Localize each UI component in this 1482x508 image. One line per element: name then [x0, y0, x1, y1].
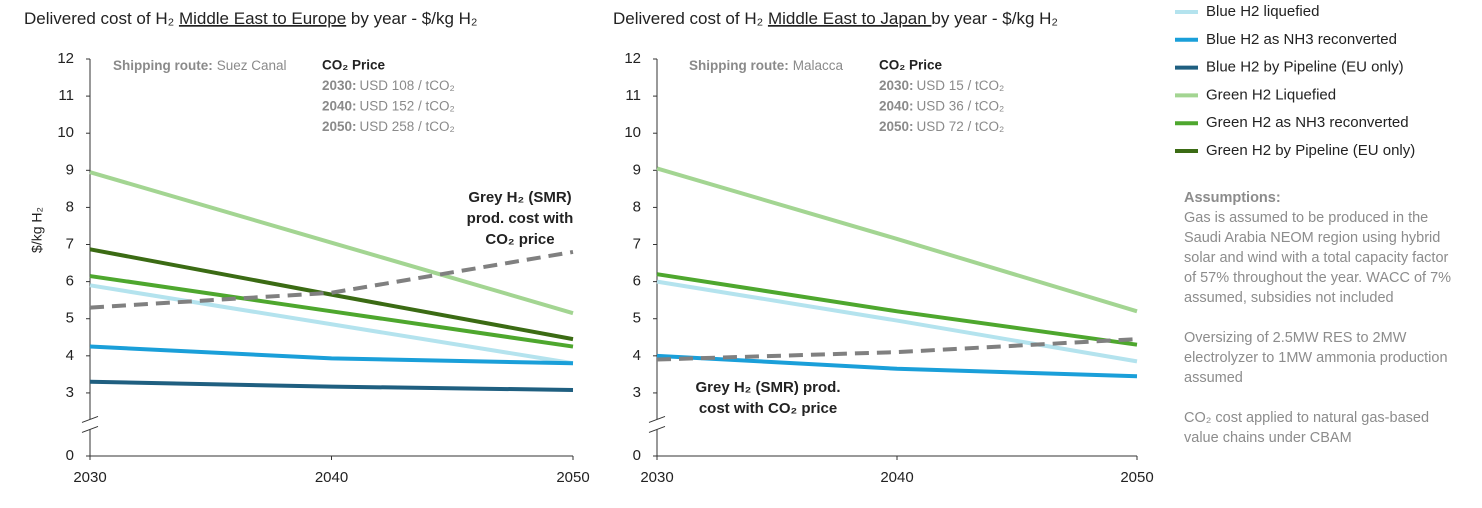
- reference-label: prod. cost with: [467, 210, 574, 227]
- title-part: Delivered cost of H₂: [24, 9, 179, 28]
- y-tick-label: 11: [58, 87, 74, 104]
- series-line: [656, 272, 1138, 347]
- y-axis-label: $/kg H₂: [29, 207, 45, 253]
- legend-label: Green H2 as NH3 reconverted: [1206, 114, 1409, 131]
- co2-year: 2050:: [879, 119, 914, 134]
- chart-title: Delivered cost of H₂ Middle East to Japa…: [613, 9, 1058, 28]
- y-tick-label: 4: [633, 347, 641, 364]
- shipping-value: Malacca: [793, 58, 844, 73]
- co2-year: 2040:: [879, 98, 914, 113]
- series-line: [89, 170, 574, 316]
- co2-row: 2050: USD 72 / tCO₂: [879, 119, 1004, 134]
- reference-line: [89, 249, 574, 310]
- y-tick-label: 0: [66, 447, 74, 464]
- axis-break: [81, 415, 99, 423]
- series-line: [656, 166, 1138, 314]
- y-tick-label: 10: [57, 124, 74, 141]
- co2-year: 2040:: [322, 98, 357, 113]
- y-tick-label: 5: [66, 310, 74, 327]
- series-line: [89, 344, 574, 366]
- title-part: Middle East to Japan: [768, 9, 931, 28]
- title-part: by year - $/kg H₂: [346, 9, 477, 28]
- x-tick-label: 2050: [1120, 469, 1153, 486]
- shipping-route: Shipping route: Malacca: [689, 58, 843, 73]
- x-tick-label: 2030: [640, 469, 673, 486]
- title-part: Delivered cost of H₂: [613, 9, 768, 28]
- legend-label: Blue H2 liquefied: [1206, 3, 1319, 20]
- y-tick-label: 3: [66, 384, 74, 401]
- legend-label: Blue H2 by Pipeline (EU only): [1206, 59, 1404, 76]
- title-part: by year - $/kg H₂: [931, 9, 1058, 28]
- series-line: [89, 247, 574, 342]
- co2-year: 2030:: [322, 78, 357, 93]
- co2-row: 2050: USD 258 / tCO₂: [322, 119, 455, 134]
- y-tick-label: 9: [66, 161, 74, 178]
- reference-label: Grey H₂ (SMR): [468, 189, 571, 206]
- y-tick-label: 11: [625, 87, 641, 104]
- series-line: [89, 379, 574, 392]
- y-tick-label: 8: [66, 198, 74, 215]
- y-tick-label: 3: [633, 384, 641, 401]
- axis-break: [648, 425, 666, 433]
- assumptions-title: Assumptions:: [1184, 190, 1281, 206]
- reference-line: [656, 337, 1138, 362]
- chart-title: Delivered cost of H₂ Middle East to Euro…: [24, 9, 478, 28]
- y-tick-label: 6: [633, 273, 641, 290]
- y-tick-label: 12: [624, 50, 641, 67]
- y-tick-label: 9: [633, 161, 641, 178]
- axis-break: [81, 425, 99, 433]
- y-tick-label: 8: [633, 198, 641, 215]
- co2-value: USD 72 / tCO₂: [917, 119, 1005, 134]
- assumptions: Assumptions: Gas is assumed to be produc…: [1184, 188, 1456, 468]
- co2-value: USD 258 / tCO₂: [360, 119, 455, 134]
- co2-value: USD 152 / tCO₂: [360, 98, 455, 113]
- x-tick-label: 2030: [73, 469, 106, 486]
- x-tick-label: 2040: [880, 469, 913, 486]
- co2-value: USD 15 / tCO₂: [917, 78, 1005, 93]
- reference-label: Grey H₂ (SMR) prod.: [695, 379, 840, 396]
- co2-row: 2030: USD 108 / tCO₂: [322, 78, 455, 93]
- y-tick-label: 7: [66, 235, 74, 252]
- assumption-text: CO₂ cost applied to natural gas-based va…: [1184, 410, 1430, 446]
- co2-title: CO₂ Price: [322, 58, 386, 73]
- x-tick-label: 2050: [556, 469, 589, 486]
- shipping-value: Suez Canal: [217, 58, 287, 73]
- shipping-label: Shipping route:: [113, 58, 213, 73]
- co2-value: USD 108 / tCO₂: [360, 78, 455, 93]
- y-tick-label: 4: [66, 347, 74, 364]
- x-tick-label: 2040: [315, 469, 348, 486]
- co2-row: 2040: USD 152 / tCO₂: [322, 98, 455, 113]
- legend-label: Green H2 Liquefied: [1206, 86, 1336, 103]
- co2-title: CO₂ Price: [879, 58, 943, 73]
- legend-label: Blue H2 as NH3 reconverted: [1206, 31, 1397, 48]
- series-line: [656, 279, 1138, 364]
- co2-row: 2030: USD 15 / tCO₂: [879, 78, 1004, 93]
- shipping-label: Shipping route:: [689, 58, 789, 73]
- y-tick-label: 7: [633, 235, 641, 252]
- y-tick-label: 0: [633, 447, 641, 464]
- co2-year: 2030:: [879, 78, 914, 93]
- reference-label: cost with CO₂ price: [699, 400, 837, 417]
- co2-row: 2040: USD 36 / tCO₂: [879, 98, 1004, 113]
- series-line: [656, 353, 1138, 379]
- shipping-route: Shipping route: Suez Canal: [113, 58, 287, 73]
- assumption-text: Gas is assumed to be produced in the Sau…: [1184, 210, 1452, 306]
- y-tick-label: 6: [66, 273, 74, 290]
- axis-break: [648, 415, 666, 423]
- title-part: Middle East to Europe: [179, 9, 346, 28]
- assumption-text: Oversizing of 2.5MW RES to 2MW electroly…: [1184, 330, 1448, 386]
- co2-value: USD 36 / tCO₂: [917, 98, 1005, 113]
- series-line: [89, 274, 574, 349]
- y-tick-label: 5: [633, 310, 641, 327]
- series-line: [89, 283, 574, 366]
- reference-label: CO₂ price: [485, 231, 554, 248]
- legend-label: Green H2 by Pipeline (EU only): [1206, 142, 1415, 159]
- co2-year: 2050:: [322, 119, 357, 134]
- y-tick-label: 10: [624, 124, 641, 141]
- y-tick-label: 12: [57, 50, 74, 67]
